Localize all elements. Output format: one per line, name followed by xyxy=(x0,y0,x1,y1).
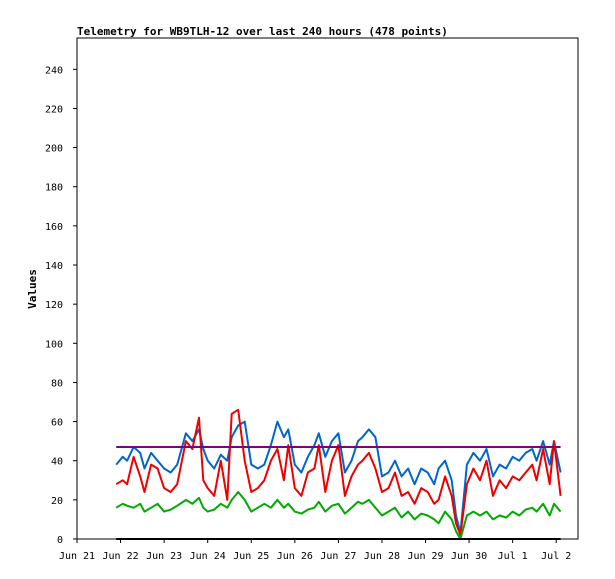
y-tick-label: 80 xyxy=(51,378,63,389)
x-tick-label: Jun 28 xyxy=(364,551,400,562)
x-axis: Jun 21 Jun 22 Jun 23 Jun 24 Jun 25 Jun 26 Jun … xyxy=(59,539,571,562)
series-layer xyxy=(115,408,562,540)
x-tick-label: Jun 30 xyxy=(451,551,487,562)
x-tick-label: Jun 25 xyxy=(233,551,269,562)
y-tick-label: 240 xyxy=(45,65,63,76)
chart-title: Telemetry for WB9TLH-12 over last 240 ho… xyxy=(77,25,448,38)
y-axis-label: Values xyxy=(26,269,39,309)
y-tick-label: 200 xyxy=(45,144,63,155)
y-tick-label: 160 xyxy=(45,222,63,233)
y-tick-label: 100 xyxy=(45,339,63,350)
x-tick-label: Jul 1 xyxy=(498,551,528,562)
y-tick-label: 60 xyxy=(51,418,63,429)
y-tick-label: 20 xyxy=(51,496,63,507)
series-line-3 xyxy=(115,491,562,540)
plot-area-frame xyxy=(76,37,579,540)
y-tick-label: 40 xyxy=(51,457,63,468)
y-tick-label: 120 xyxy=(45,300,63,311)
y-tick-label: 180 xyxy=(45,183,63,194)
y-tick-label: 140 xyxy=(45,261,63,272)
x-tick-label: Jun 21 xyxy=(59,551,95,562)
series-line-1 xyxy=(115,420,562,535)
x-tick-label: Jun 23 xyxy=(146,551,182,562)
x-tick-label: Jun 24 xyxy=(190,551,226,562)
x-tick-label: Jun 26 xyxy=(277,551,313,562)
x-tick-label: Jul 2 xyxy=(541,551,571,562)
x-tick-label: Jun 27 xyxy=(320,551,356,562)
x-tick-label: Jun 29 xyxy=(407,551,443,562)
y-tick-label: 0 xyxy=(57,535,63,546)
y-tick-label: 220 xyxy=(45,104,63,115)
series-line-2 xyxy=(115,408,562,537)
y-axis: 0 20 40 60 80 100 120 140 160 180 200 220 240 xyxy=(45,65,77,546)
x-tick-label: Jun 22 xyxy=(103,551,139,562)
